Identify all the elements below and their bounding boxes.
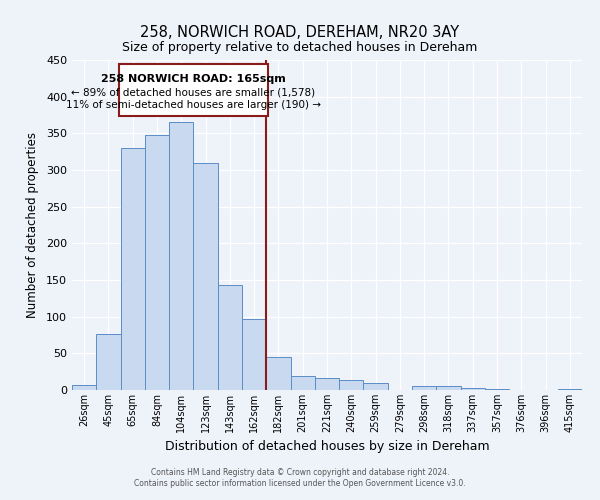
Bar — [242, 319, 266, 390]
Bar — [96, 334, 121, 390]
Bar — [121, 148, 145, 390]
Text: 258, NORWICH ROAD, DEREHAM, NR20 3AY: 258, NORWICH ROAD, DEREHAM, NR20 3AY — [140, 25, 460, 40]
Bar — [218, 285, 242, 390]
FancyBboxPatch shape — [119, 64, 268, 116]
Y-axis label: Number of detached properties: Number of detached properties — [26, 132, 39, 318]
Bar — [412, 386, 436, 390]
Text: Contains HM Land Registry data © Crown copyright and database right 2024.
Contai: Contains HM Land Registry data © Crown c… — [134, 468, 466, 487]
Bar — [339, 380, 364, 390]
Text: 258 NORWICH ROAD: 165sqm: 258 NORWICH ROAD: 165sqm — [101, 74, 286, 84]
Bar — [72, 385, 96, 390]
X-axis label: Distribution of detached houses by size in Dereham: Distribution of detached houses by size … — [164, 440, 490, 454]
Bar — [145, 135, 169, 390]
Text: Size of property relative to detached houses in Dereham: Size of property relative to detached ho… — [122, 41, 478, 54]
Bar — [364, 382, 388, 390]
Text: ← 89% of detached houses are smaller (1,578): ← 89% of detached houses are smaller (1,… — [71, 87, 316, 97]
Bar — [315, 378, 339, 390]
Bar — [193, 162, 218, 390]
Bar — [290, 376, 315, 390]
Bar — [266, 357, 290, 390]
Text: 11% of semi-detached houses are larger (190) →: 11% of semi-detached houses are larger (… — [66, 100, 321, 110]
Bar — [169, 122, 193, 390]
Bar — [436, 386, 461, 390]
Bar — [461, 388, 485, 390]
